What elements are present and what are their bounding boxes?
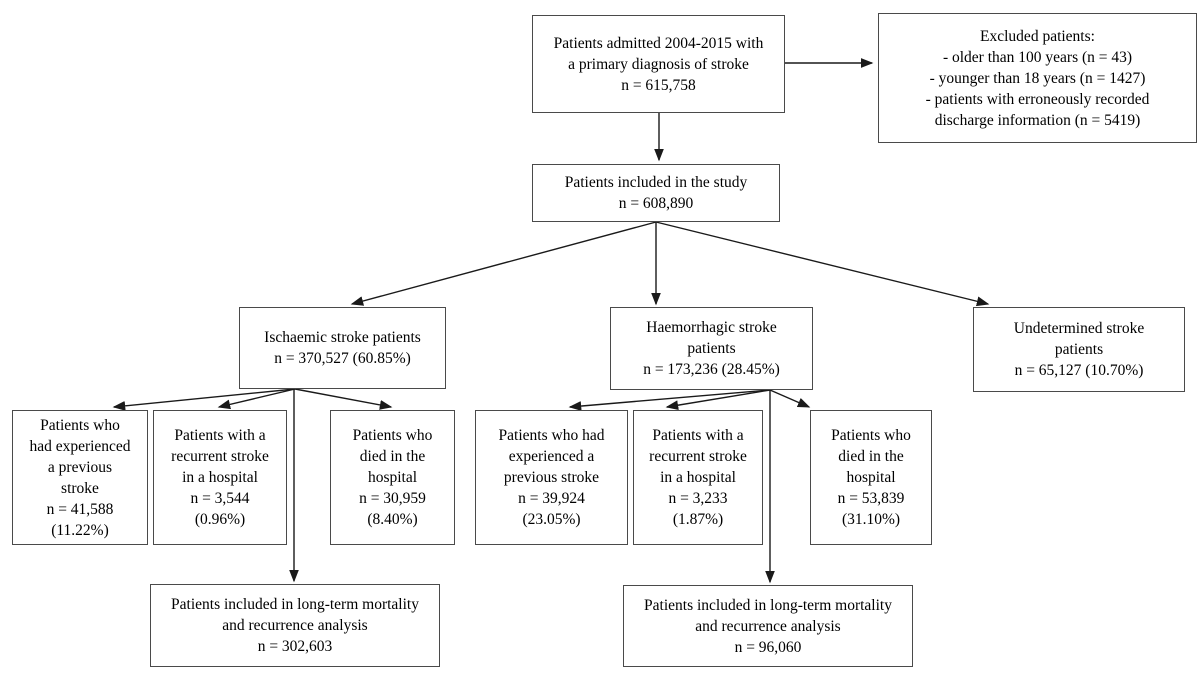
box-text-line: (31.10%) <box>841 511 901 528</box>
box-text-line: Patients with a <box>652 427 744 444</box>
arrow-haemorrhagic-to-recurrent <box>665 389 771 411</box>
box-text-line: previous stroke <box>503 469 600 486</box>
box-text-line: Patients who <box>831 427 911 444</box>
box-text-line: and recurrence analysis <box>695 617 841 635</box>
box-text-line: Ischaemic stroke patients <box>264 329 421 346</box>
arrow-ischaemic-to-previous <box>112 388 296 411</box>
box-text-line: stroke <box>61 479 99 497</box>
box-text-line: n = 370,527 (60.85%) <box>274 350 411 367</box>
box-text-line: n = 30,959 <box>359 490 426 507</box>
node-undetermined-stroke: Undetermined stroke patients n = 65,127 (1… <box>973 307 1185 392</box>
box-text-line: n = 608,890 <box>618 195 694 212</box>
box-text-line: n = 53,839 <box>837 490 905 507</box>
arrow-included-to-undetermined <box>655 221 990 307</box>
box-text-line: hospital <box>367 469 418 486</box>
box-text-line: Patients who had <box>498 427 605 444</box>
box-text-line: Patients included in long-term mortality <box>644 596 892 614</box>
box-text-line: (23.05%) <box>522 511 581 528</box>
box-text-line: (1.87%) <box>672 511 724 528</box>
box-text-line: n = 302,603 <box>257 638 333 655</box>
box-text-line: died in the <box>838 448 904 465</box>
box-text-line: in a hospital <box>182 469 258 486</box>
box-text-line: n = 96,060 <box>734 638 802 656</box>
box-text-line: recurrent stroke <box>649 448 747 465</box>
box-text-line: - older than 100 years (n = 43) <box>942 48 1133 66</box>
box-text-line: had experienced <box>29 437 131 455</box>
box-text-line: Patients included in the study <box>564 174 748 191</box>
box-text-line: Excluded patients: <box>980 27 1095 45</box>
box-text-line: Patients admitted 2004-2015 with <box>553 34 764 52</box>
node-ischaemic-longterm-analysis: Patients included in long-term mortality… <box>150 584 440 667</box>
box-text-line: and recurrence analysis <box>222 617 368 634</box>
arrow-haemorrhagic-to-died <box>769 389 811 408</box>
box-text-line: Haemorrhagic stroke <box>646 319 777 336</box>
node-admitted-patients: Patients admitted 2004-2015 with a primar… <box>532 15 785 113</box>
box-text-line: discharge information (n = 5419) <box>934 111 1141 129</box>
node-haemorrhagic-previous-stroke: Patients who had experienced a previous st… <box>475 410 628 545</box>
arrow-haemorrhagic-to-previous <box>568 389 771 411</box>
node-haemorrhagic-stroke: Haemorrhagic stroke patients n = 173,236 (… <box>610 307 813 390</box>
node-excluded-patients: Excluded patients: - older than 100 years… <box>878 13 1197 143</box>
node-ischaemic-stroke: Ischaemic stroke patients n = 370,527 (60… <box>239 307 446 389</box>
box-text-line: n = 173,236 (28.45%) <box>643 361 780 378</box>
box-text-line: a primary diagnosis of stroke <box>568 55 749 73</box>
box-text-line: died in the <box>359 448 426 465</box>
box-text-line: in a hospital <box>660 469 736 486</box>
node-ischaemic-recurrent-stroke: Patients with a recurrent stroke in a hosp… <box>153 410 287 545</box>
node-haemorrhagic-died-in-hospital: Patients who died in the hospital n = 53,83… <box>810 410 932 545</box>
node-ischaemic-previous-stroke: Patients who had experienced a previous str… <box>12 410 148 545</box>
box-text-line: (8.40%) <box>367 511 418 528</box>
box-text-line: n = 3,544 <box>190 490 250 507</box>
box-text-line: Patients included in long-term mortality <box>171 596 419 613</box>
box-text-line: patients <box>1054 341 1104 358</box>
node-haemorrhagic-recurrent-stroke: Patients with a recurrent stroke in a hosp… <box>633 410 763 545</box>
arrow-included-to-ischaemic <box>350 221 657 306</box>
box-text-line: (11.22%) <box>51 521 109 539</box>
box-text-line: n = 3,233 <box>668 490 728 507</box>
box-text-line: Undetermined stroke <box>1013 320 1145 337</box>
box-text-line: - patients with erroneously recorded <box>925 90 1150 108</box>
box-text-line: patients <box>687 340 736 357</box>
node-haemorrhagic-longterm-analysis: Patients included in long-term mortality… <box>623 585 913 667</box>
box-text-line: n = 65,127 (10.70%) <box>1014 362 1144 379</box>
box-text-line: Patients with a <box>174 427 266 444</box>
node-ischaemic-died-in-hospital: Patients who died in the hospital n = 30,95… <box>330 410 455 545</box>
box-text-line: - younger than 18 years (n = 1427) <box>929 69 1146 87</box>
box-text-line: hospital <box>846 469 896 486</box>
arrow-ischaemic-to-recurrent <box>217 388 296 410</box>
box-text-line: experienced a <box>508 448 595 465</box>
box-text-line: n = 41,588 <box>46 500 114 518</box>
arrow-ischaemic-to-died <box>294 388 393 410</box>
node-included-patients: Patients included in the study n = 608,89… <box>532 164 780 222</box>
box-text-line: Patients who <box>352 427 433 444</box>
box-text-line: n = 39,924 <box>518 490 585 507</box>
box-text-line: n = 615,758 <box>621 76 696 94</box>
box-text-line: (0.96%) <box>194 511 246 528</box>
box-text-line: recurrent stroke <box>171 448 269 465</box>
box-text-line: Patients who <box>40 416 120 434</box>
box-text-line: a previous <box>47 458 113 476</box>
